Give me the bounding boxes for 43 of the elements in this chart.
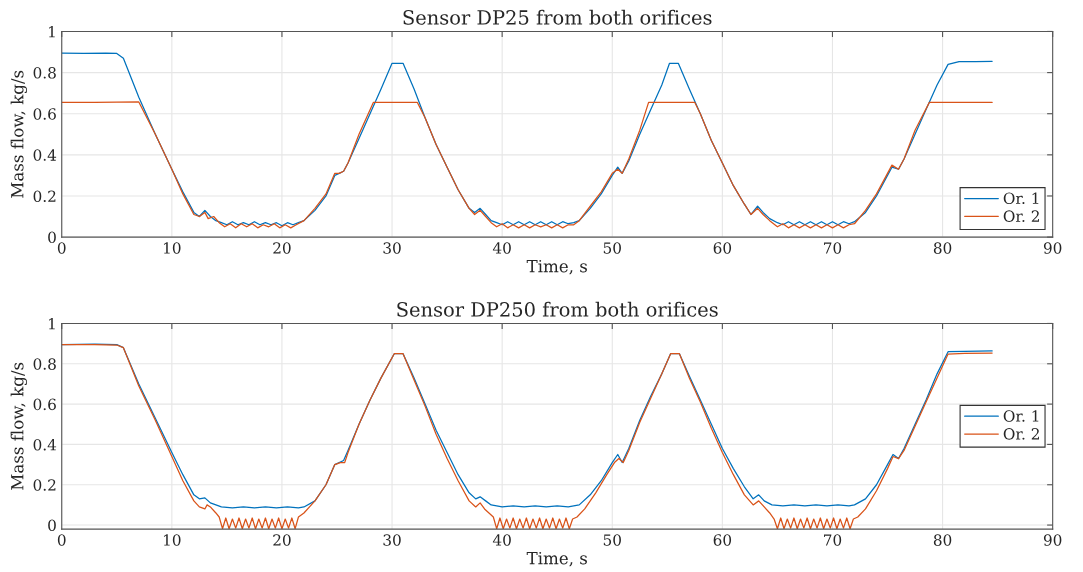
y-tick-label: 0.8 [33,358,56,370]
chart-title: Sensor DP25 from both orifices [403,9,712,25]
y-axis-title: Mass flow, kg/s [10,70,28,198]
x-tick-label: 70 [824,534,842,546]
y-axis-title: Mass flow, kg/s [10,362,28,490]
legend-label: Or. 1 [1003,410,1039,422]
x-tick-label: 40 [492,534,511,546]
y-tick-label: 1 [49,317,55,330]
x-tick-label: 20 [273,534,291,546]
x-axis-title: Time, s [526,259,587,275]
x-tick-label: 30 [383,242,401,254]
x-tick-label: 0 [57,242,66,254]
x-tick-label: 20 [273,242,291,254]
x-tick-label: 60 [713,534,732,546]
y-tick-label: 0 [48,519,56,532]
x-tick-label: 70 [824,242,842,254]
y-tick-label: 0.6 [33,108,56,120]
legend-label: Or. 2 [1003,428,1039,440]
y-tick-label: 0.2 [33,479,56,491]
x-tick-label: 10 [163,242,181,254]
x-tick-label: 80 [933,242,952,254]
y-tick-label: 0.2 [33,190,56,202]
x-tick-label: 90 [1043,534,1062,546]
x-tick-label: 30 [383,534,401,546]
y-tick-label: 0.4 [33,149,57,161]
y-tick-label: 0.6 [33,398,56,411]
legend-label: Or. 2 [1003,210,1039,222]
chart-title: Sensor DP250 from both orifices [397,301,718,317]
x-axis-title: Time, s [526,551,587,567]
y-tick-label: 0.4 [33,438,57,451]
y-tick-label: 0.8 [33,67,56,79]
x-tick-label: 50 [603,534,621,546]
line-series [61,101,993,229]
x-tick-label: 80 [933,534,952,546]
x-tick-label: 0 [57,534,66,546]
x-tick-label: 10 [163,534,181,546]
x-tick-label: 40 [492,242,511,254]
y-tick-label: 1 [49,25,55,38]
x-tick-label: 50 [603,242,621,254]
y-tick-label: 0 [48,231,56,244]
x-tick-label: 60 [713,242,732,254]
x-tick-label: 90 [1043,242,1062,254]
legend-label: Or. 1 [1003,192,1039,205]
